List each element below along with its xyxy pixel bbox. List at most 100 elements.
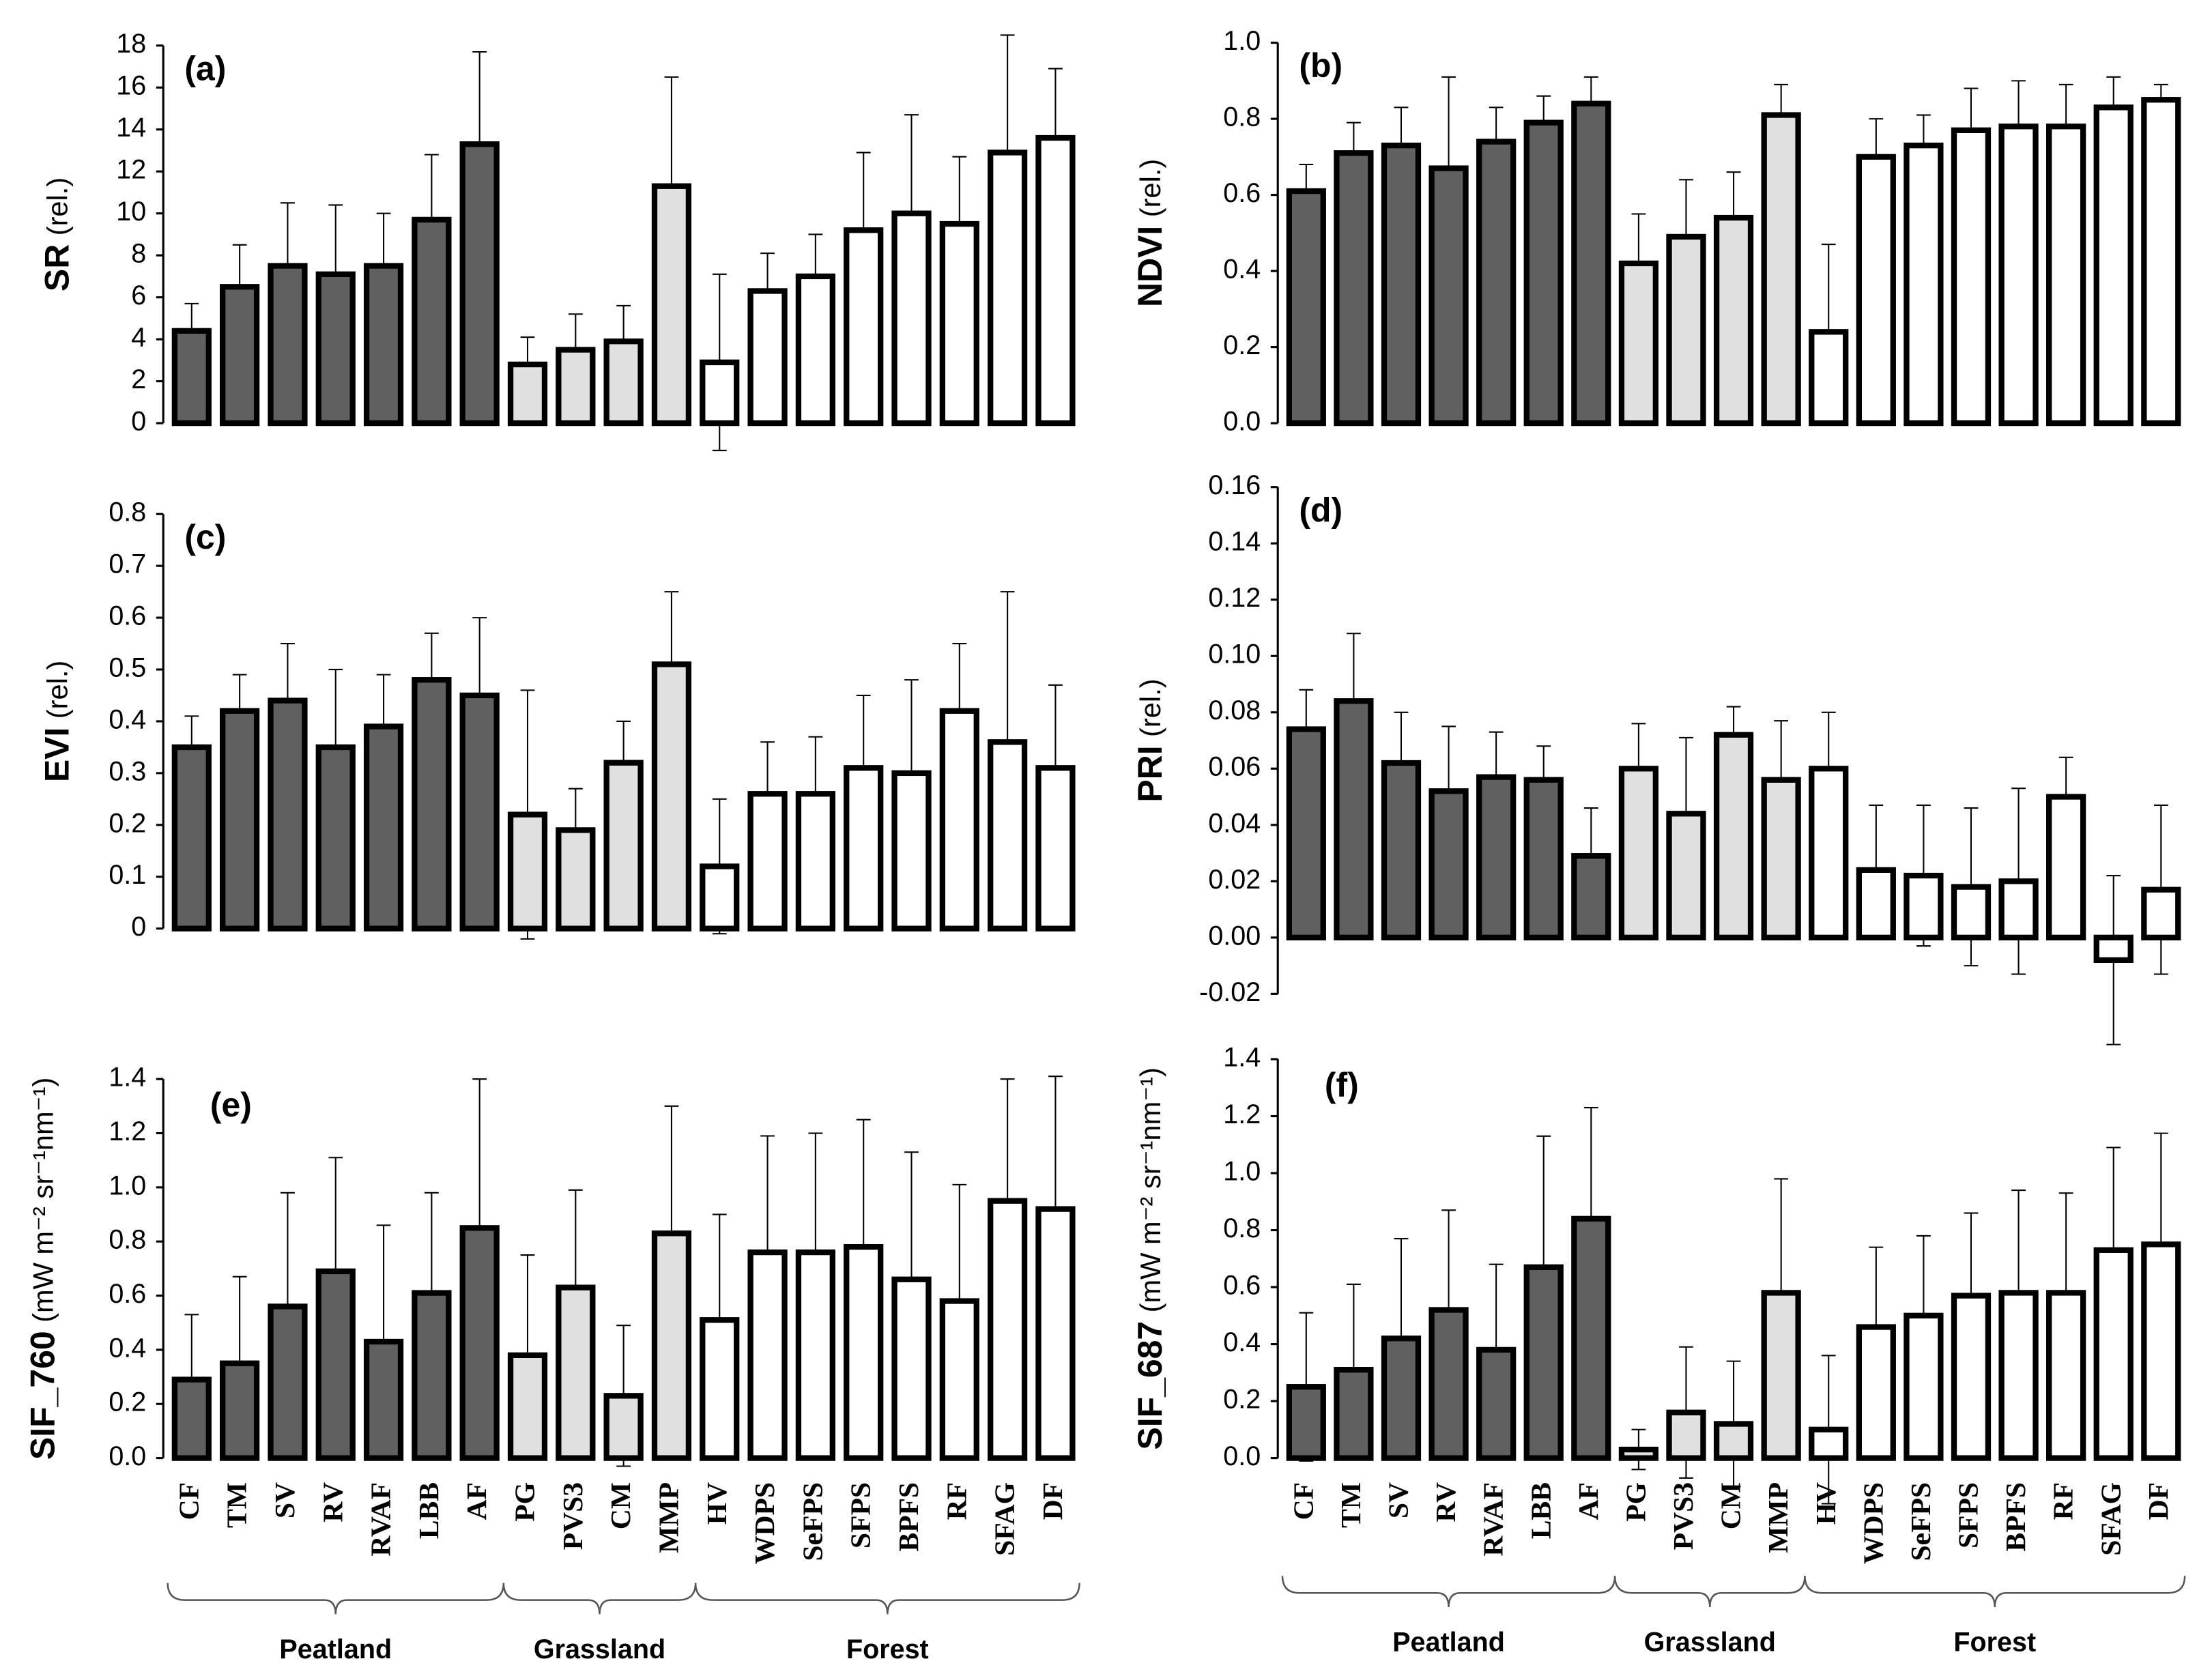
bar [268, 263, 308, 427]
x-tick-label: BPFS [2000, 1482, 2031, 1552]
bar [1713, 1421, 1754, 1461]
bar [2093, 934, 2134, 964]
y-axis-label: EVI (rel.) [38, 661, 76, 782]
x-tick-label: RV [1430, 1482, 1461, 1523]
y-label-unit: (rel.) [41, 661, 73, 719]
bar [1428, 1307, 1469, 1461]
group-brace [1804, 1576, 2186, 1608]
y-axis-label: NDVI (rel.) [1131, 159, 1169, 307]
bar [844, 765, 884, 932]
y-tick-label: 0.6 [109, 601, 146, 631]
y-tick-label: 0.8 [109, 497, 146, 528]
y-tick-label: 0.3 [109, 756, 146, 786]
y-tick-label: 0.8 [1223, 1213, 1261, 1243]
group-label: Forest [1953, 1628, 2036, 1658]
x-tick-label: CM [1715, 1482, 1747, 1529]
x-tick-label: CF [173, 1482, 204, 1520]
bar [2093, 1247, 2134, 1461]
y-label-name: PRI [1131, 745, 1169, 802]
bar [844, 1243, 884, 1461]
y-tick-label: 4 [131, 323, 146, 353]
bar [2046, 124, 2086, 427]
y-tick-label: 16 [116, 71, 146, 101]
bar [507, 361, 548, 427]
bar [220, 708, 260, 932]
x-tick-label: RVAF [1478, 1482, 1509, 1557]
bar [2141, 1241, 2181, 1461]
bar [2046, 1290, 2086, 1461]
y-tick-label: 0.5 [109, 652, 146, 682]
bar [1713, 732, 1754, 941]
x-tick-label: SeFPS [1905, 1482, 1936, 1561]
x-tick-label: TM [221, 1482, 253, 1528]
bar [1523, 1264, 1564, 1461]
y-axis-label: SIF_687 (mW m⁻² sr⁻¹nm⁻¹) [1131, 1067, 1169, 1449]
x-tick-label: RV [317, 1482, 348, 1523]
y-axis-label: SIF_760 (mW m⁻² sr⁻¹nm⁻¹) [24, 1078, 62, 1460]
bar [1571, 100, 1611, 427]
bar [171, 1376, 212, 1461]
bar [795, 791, 836, 932]
y-label-name: SR [38, 244, 76, 291]
bar [700, 359, 740, 427]
x-tick-label: WDPS [749, 1482, 780, 1564]
y-tick-label: 1.0 [109, 1170, 146, 1200]
bar [363, 723, 404, 932]
bar [1809, 766, 1849, 941]
panel-label: (e) [210, 1086, 252, 1124]
bar [268, 697, 308, 932]
bar [507, 811, 548, 932]
y-tick-label: 8 [131, 239, 146, 269]
panel-label: (b) [1299, 46, 1342, 85]
bar [459, 1225, 500, 1461]
bar [1666, 1409, 1706, 1461]
y-tick-label: 0.2 [109, 1387, 146, 1417]
y-tick-label: 0 [131, 407, 146, 437]
y-tick-label: 0.00 [1208, 921, 1261, 951]
bar [1761, 1290, 1801, 1461]
bar [1951, 127, 1992, 427]
y-tick-label: 14 [116, 113, 146, 143]
bar [412, 677, 452, 932]
y-tick-label: 0.8 [109, 1225, 146, 1255]
bar [1035, 765, 1076, 932]
y-tick-label: 1.4 [1223, 1042, 1261, 1072]
bar [939, 708, 979, 932]
y-axis-label: PRI (rel.) [1131, 678, 1169, 802]
y-label-unit: (rel.) [1134, 159, 1166, 217]
y-label-unit: (mW m⁻² sr⁻¹nm⁻¹) [1134, 1067, 1166, 1312]
bar [1571, 1215, 1611, 1461]
bar [1998, 124, 2039, 427]
x-tick-label: CF [1287, 1482, 1319, 1520]
x-tick-label: LBB [1525, 1482, 1556, 1539]
bar [1856, 1324, 1896, 1461]
bar [1286, 188, 1326, 427]
y-tick-label: 0.2 [1223, 1385, 1261, 1415]
bar [1035, 134, 1076, 427]
bar [939, 1298, 979, 1461]
bar [1904, 872, 1944, 941]
x-tick-label: SFAG [989, 1482, 1020, 1556]
x-tick-label: MMP [1762, 1482, 1794, 1553]
bar [1428, 788, 1469, 941]
x-tick-label: RF [2048, 1482, 2079, 1520]
x-tick-label: SV [1383, 1482, 1414, 1518]
x-tick-label: AF [461, 1482, 492, 1520]
bar [268, 1303, 308, 1461]
bar [1951, 1293, 1992, 1461]
y-label-name: NDVI [1131, 226, 1169, 307]
bar [988, 149, 1028, 427]
group-label: Grassland [534, 1634, 665, 1664]
y-tick-label: 1.4 [109, 1063, 146, 1093]
panel-label: (d) [1299, 491, 1342, 529]
group-brace [502, 1583, 697, 1615]
group-label: Peatland [279, 1634, 392, 1664]
bar [891, 770, 932, 932]
bar [1381, 142, 1422, 427]
bar [651, 1230, 692, 1461]
y-tick-label: 6 [131, 280, 146, 311]
y-tick-label: 1.2 [1223, 1099, 1261, 1129]
x-tick-label: TM [1335, 1482, 1366, 1528]
group-brace [1613, 1576, 1806, 1608]
bar [1286, 1384, 1326, 1461]
